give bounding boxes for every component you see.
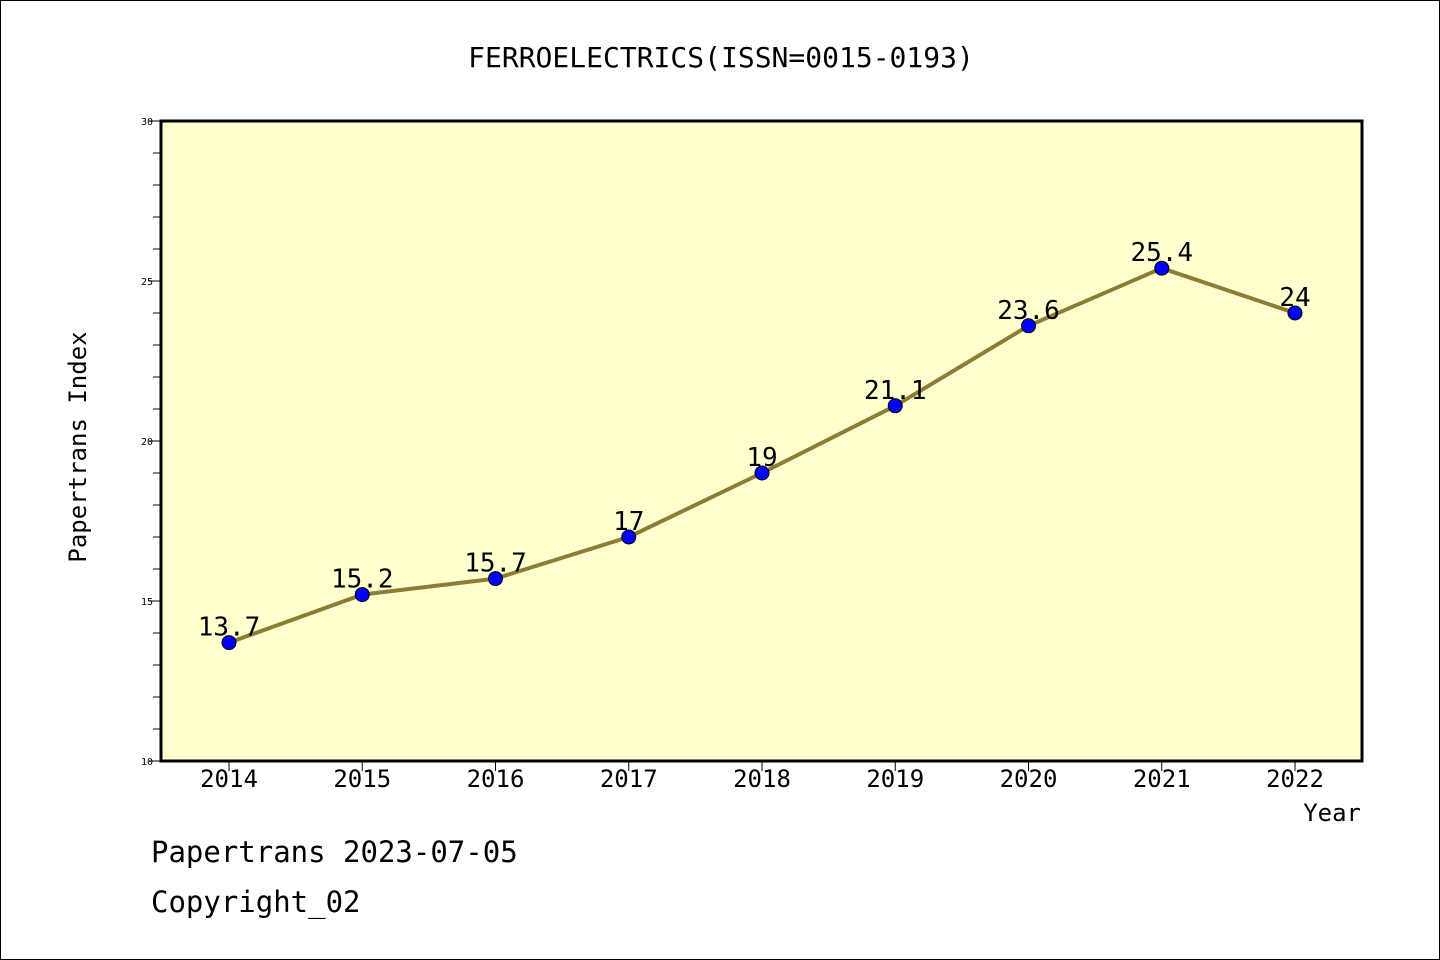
data-label: 19 <box>746 443 777 473</box>
x-tick-label: 2022 <box>1266 765 1324 793</box>
x-tick-label: 2017 <box>600 765 658 793</box>
data-label: 15.7 <box>464 549 527 579</box>
y-axis: 10 15 20 25 30 <box>141 117 161 768</box>
x-tick-label: 2019 <box>866 765 924 793</box>
y-tick-label: 30 <box>141 117 153 128</box>
x-tick-label: 2016 <box>467 765 525 793</box>
data-label: 15.2 <box>331 565 394 595</box>
x-axis: 2014 2015 2016 2017 2018 2019 2020 2021 2022 <box>200 761 1324 793</box>
data-point <box>221 635 237 651</box>
data-point <box>1287 305 1303 321</box>
y-tick-label: 25 <box>141 277 153 288</box>
y-tick-label: 20 <box>141 437 153 448</box>
data-point <box>887 398 903 414</box>
data-point <box>1154 260 1170 276</box>
data-label: 24 <box>1279 283 1310 313</box>
data-series: 13.7 15.2 15.7 17 19 21.1 23.6 25.4 24 <box>198 238 1311 651</box>
x-tick-label: 2014 <box>200 765 258 793</box>
data-point <box>354 587 370 603</box>
data-point <box>488 571 503 587</box>
data-label: 17 <box>613 507 644 537</box>
footer-date: Papertrans 2023-07-05 <box>151 835 518 869</box>
y-tick-label: 10 <box>141 757 153 768</box>
x-tick-label: 2021 <box>1133 765 1191 793</box>
data-label: 25.4 <box>1130 238 1193 268</box>
plot-area <box>159 119 1364 763</box>
x-tick-label: 2020 <box>1000 765 1058 793</box>
y-axis-label: Papertrans Index <box>64 331 92 562</box>
chart-title: FERROELECTRICS(ISSN=0015-0193) <box>468 41 974 74</box>
data-label: 23.6 <box>997 296 1060 326</box>
x-axis-label: Year <box>1303 799 1361 827</box>
footer-copyright: Copyright_02 <box>151 885 361 919</box>
data-point <box>621 529 637 545</box>
x-tick-label: 2018 <box>733 765 791 793</box>
y-tick-label: 15 <box>141 597 153 608</box>
x-tick-label: 2015 <box>333 765 391 793</box>
data-label: 13.7 <box>198 613 261 643</box>
data-point <box>1021 318 1036 334</box>
data-point <box>754 465 770 481</box>
data-label: 21.1 <box>864 376 927 406</box>
